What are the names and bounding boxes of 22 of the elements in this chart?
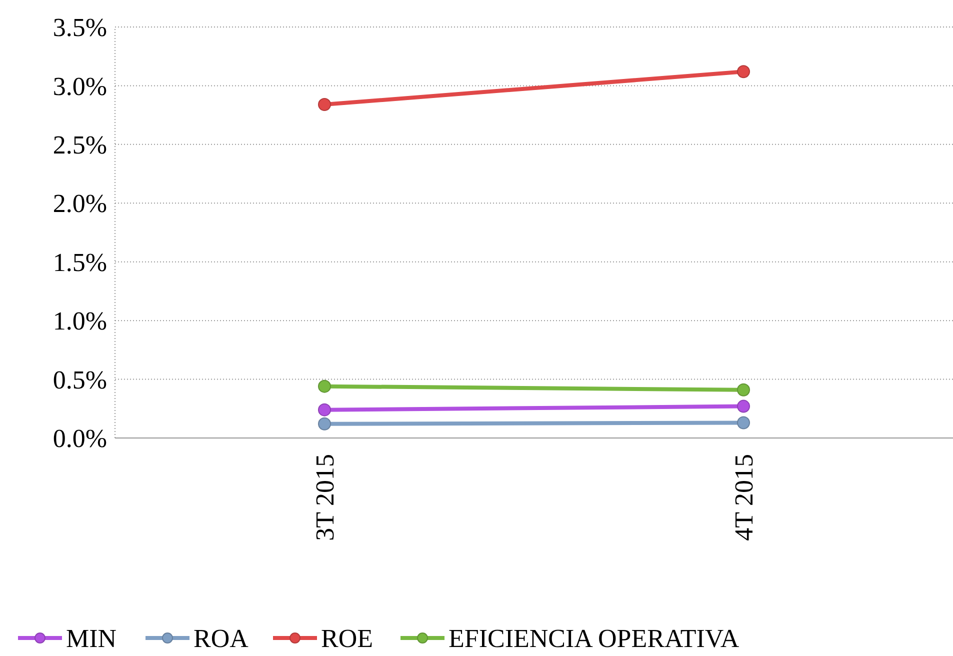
point [318,417,331,430]
y-tick-label: 1.0% [52,306,107,336]
x-tick-label: 4T 2015 [730,454,758,541]
y-tick-label: 2.0% [52,189,107,218]
point [737,400,750,413]
legend-label: ROE [321,624,373,653]
y-tick-label: 2.5% [52,130,107,160]
legend-label: ROA [194,624,249,653]
point [737,416,750,430]
point [318,98,331,112]
point [318,403,331,416]
x-tick-label: 3T 2015 [310,454,340,541]
point [318,380,331,393]
point [737,65,750,78]
legend-label: EFICIENCIA OPERATIVA [448,624,740,653]
legend-label: MIN [66,624,117,653]
y-tick-label: 0.0% [52,424,107,454]
y-tick-label: 3.0% [52,72,107,101]
y-tick-label: 3.5% [52,13,107,42]
y-tick-label: 0.5% [52,365,107,394]
y-tick-label: 1.5% [52,248,107,277]
point [737,383,750,396]
